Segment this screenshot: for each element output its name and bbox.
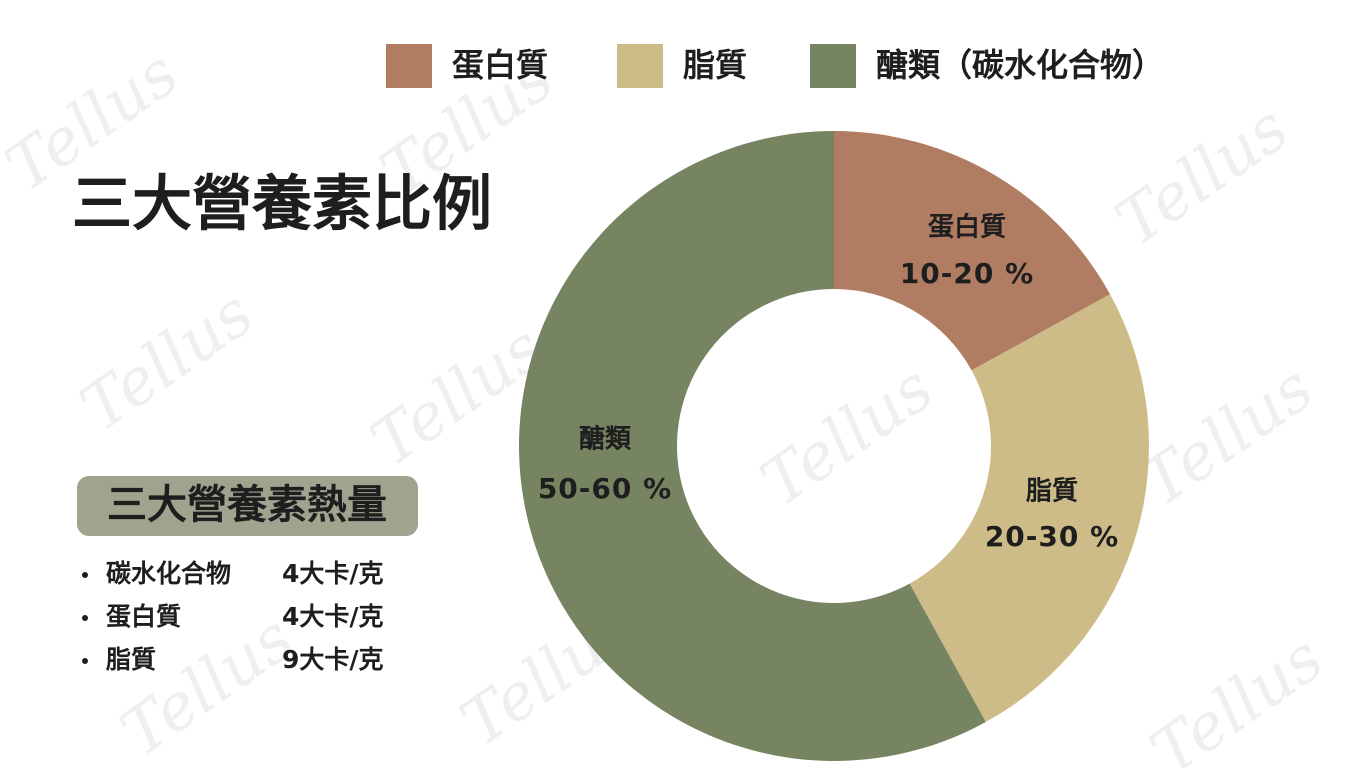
legend-label: 醣類（碳水化合物） — [876, 46, 1164, 84]
legend-swatch — [810, 44, 856, 88]
slice — [519, 131, 986, 762]
chart-title: 三大營養素比例 — [72, 170, 492, 240]
donut — [519, 131, 1149, 762]
slice-name: 蛋白質 — [928, 212, 1006, 243]
row-name: 脂質 — [106, 645, 156, 674]
slice — [909, 294, 1149, 723]
slice-name: 脂質 — [1026, 477, 1078, 507]
bullet — [82, 615, 88, 621]
slice-name: 醣類 — [579, 424, 632, 455]
row-value: 4大卡/克 — [282, 559, 384, 588]
row-name: 碳水化合物 — [106, 559, 231, 588]
legend-label: 蛋白質 — [452, 46, 548, 84]
watermark: Tellus — [1128, 351, 1327, 521]
bullet — [82, 572, 88, 578]
legend-label: 脂質 — [683, 46, 747, 84]
watermark: Tellus — [1103, 91, 1302, 261]
calorie-title: 三大營養素熱量 — [107, 482, 387, 528]
watermark: Tellus — [1138, 621, 1337, 768]
slice — [834, 131, 1111, 371]
row-name: 蛋白質 — [106, 602, 181, 631]
watermark: Tellus — [748, 351, 947, 521]
bullet — [82, 658, 88, 664]
row-value: 4大卡/克 — [282, 602, 384, 631]
slice-label: 20-30 % — [985, 520, 1119, 553]
watermark: Tellus — [68, 276, 267, 446]
slice-label: 10-20 % — [900, 257, 1034, 290]
row-value: 9大卡/克 — [282, 645, 384, 674]
legend-swatch — [617, 44, 663, 88]
calorie-box — [77, 476, 418, 536]
slice-label: 50-60 % — [538, 472, 672, 505]
legend-swatch — [386, 44, 432, 88]
